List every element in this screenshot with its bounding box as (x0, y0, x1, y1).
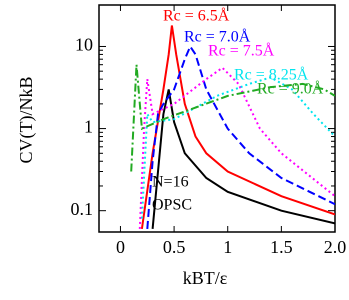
x-tick-label: 0.5 (163, 237, 186, 257)
x-tick-label: 1 (223, 237, 232, 257)
series-line (151, 89, 335, 229)
series-label: Rc = 8.25Å (234, 66, 309, 84)
series-label: Rc = 7.0Å (184, 28, 251, 46)
series-label: Rc = 7.5Å (208, 42, 275, 60)
x-tick-label: 0 (116, 237, 125, 257)
y-tick-label: 10 (75, 35, 93, 55)
y-tick-label: 0.1 (71, 199, 94, 219)
x-tick-label: 1.5 (270, 237, 293, 257)
annotation: N=16 (152, 174, 189, 191)
series-line (130, 64, 335, 172)
series-label: Rc = 6.5Å (163, 7, 230, 25)
series-label: Rc = 9.0Å (257, 80, 324, 98)
series-line (146, 44, 335, 229)
plot-frame (98, 4, 336, 233)
annotation: OPSC (152, 197, 192, 214)
y-axis-label: CV(T)/NkB (16, 77, 37, 164)
x-tick-label: 2.0 (324, 237, 347, 257)
x-axis-label: kBT/ε (183, 268, 228, 288)
series-line (140, 25, 335, 230)
y-tick-label: 1 (84, 117, 93, 137)
series-line (140, 76, 335, 219)
